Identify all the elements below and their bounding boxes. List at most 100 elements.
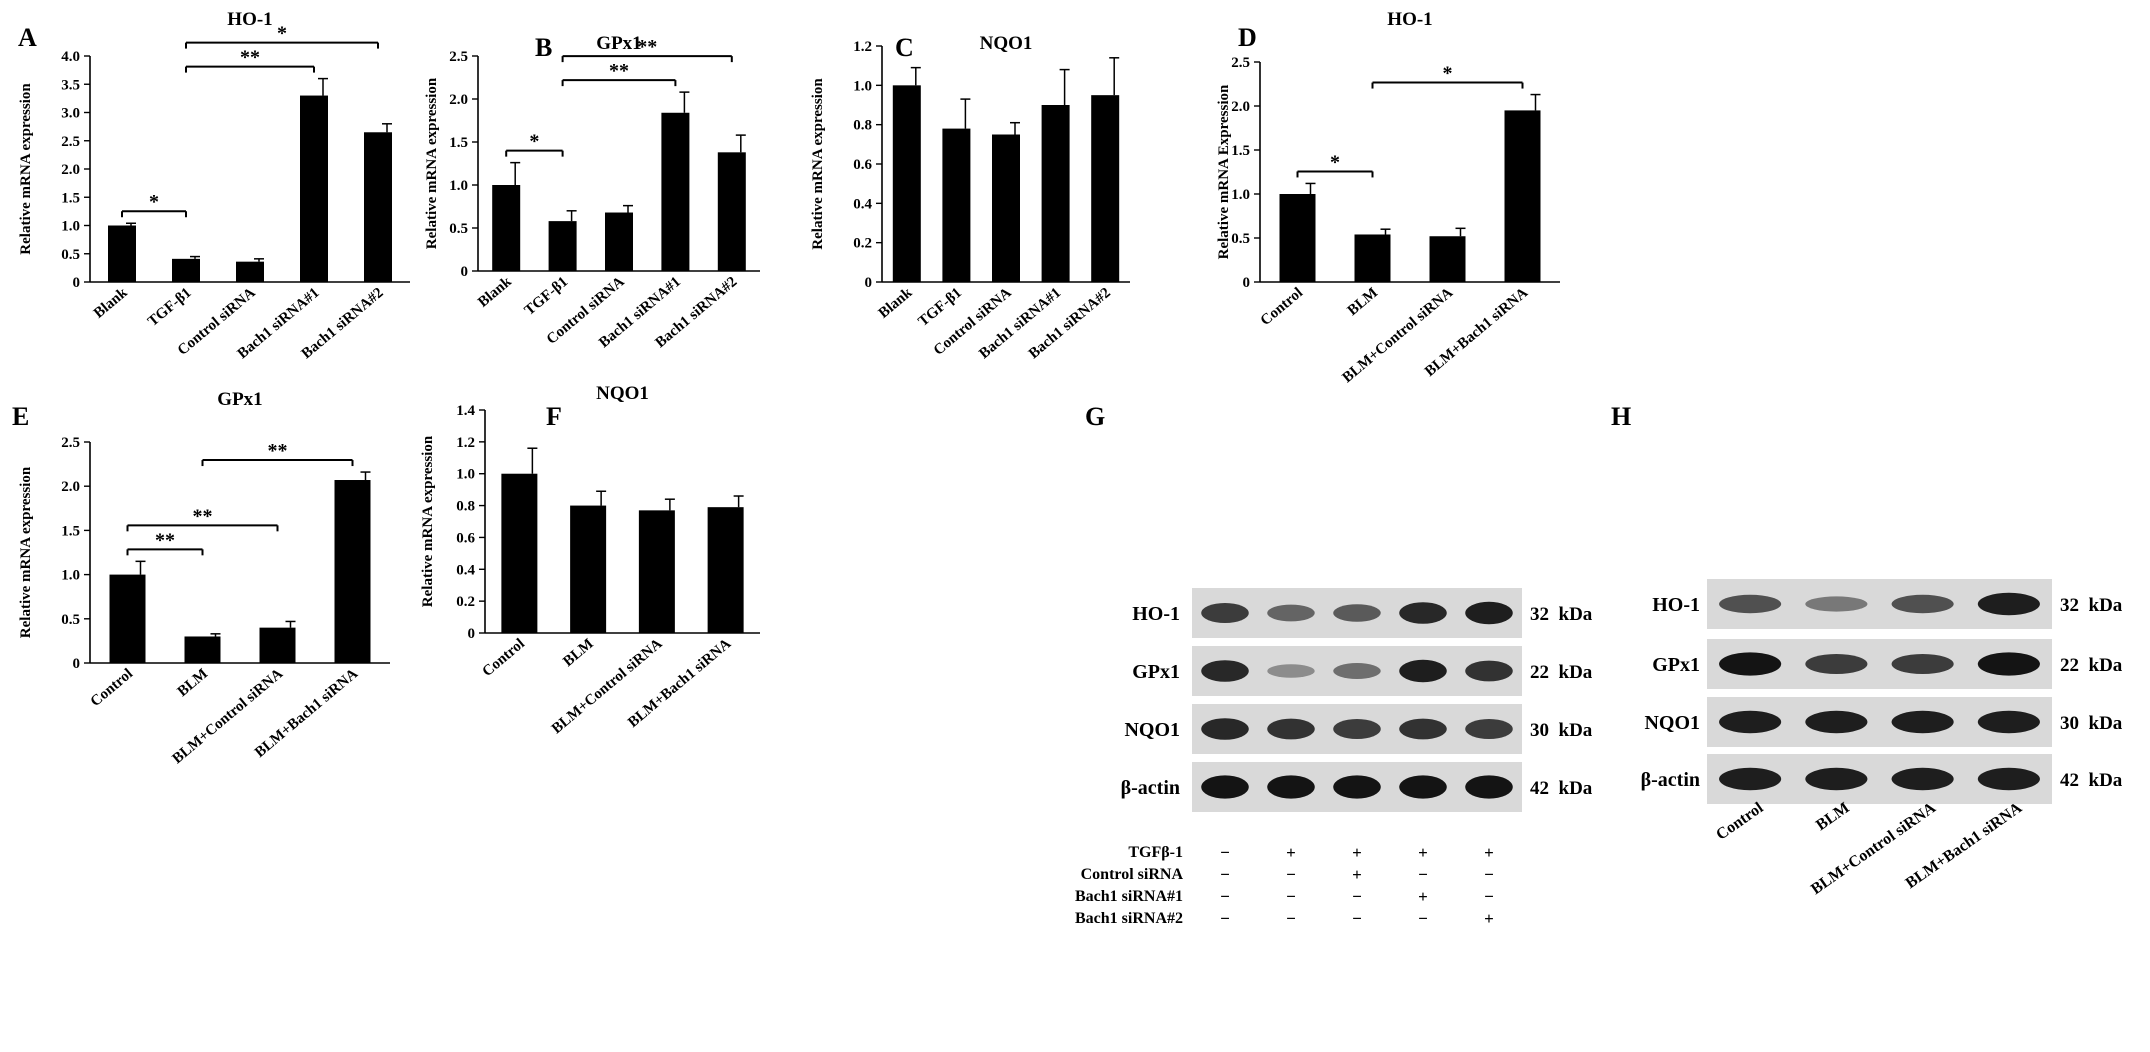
panel-letter: G (1085, 402, 1105, 431)
y-tick-label: 0 (73, 275, 81, 291)
blot-band (1201, 775, 1249, 799)
bar (1504, 110, 1541, 283)
y-tick-label: 0.5 (1231, 231, 1250, 247)
significance-bracket: * (121, 191, 187, 218)
y-tick-label: 1.0 (449, 178, 468, 194)
x-category-label: TGF-β1 (145, 285, 195, 330)
blot-band (1977, 652, 2040, 676)
y-axis-label: Relative mRNA Expression (1216, 84, 1232, 259)
blot-band (1465, 660, 1513, 682)
blot-band (1333, 604, 1381, 622)
blot-row-actin (1192, 762, 1522, 812)
panel-letter: D (1238, 23, 1257, 52)
blot-band (1805, 710, 1868, 734)
blot-row-gpx1 (1707, 639, 2052, 689)
panel-letter: C (895, 33, 914, 62)
condition-sign: − (1220, 865, 1230, 884)
y-tick-label: 0 (73, 656, 81, 672)
bar (605, 212, 633, 271)
y-tick-label: 0.8 (456, 499, 475, 515)
blot-band (1399, 718, 1447, 740)
significance-label: * (1443, 63, 1453, 85)
condition-sign: + (1484, 843, 1494, 862)
y-axis-label: Relative mRNA expression (424, 77, 440, 249)
protein-label: β-actin (1121, 777, 1180, 799)
x-category-label: Blank (876, 284, 916, 321)
bar (707, 507, 744, 633)
condition-sign: − (1418, 909, 1428, 928)
y-tick-label: 1.5 (1231, 143, 1250, 159)
bar (300, 95, 328, 282)
significance-bracket: ** (561, 36, 733, 63)
condition-sign: − (1286, 865, 1296, 884)
condition-sign: + (1352, 865, 1362, 884)
blot-row-ho1 (1707, 579, 2052, 629)
y-tick-label: 0.4 (853, 196, 872, 212)
y-tick-label: 0.4 (456, 562, 475, 578)
significance-label: * (149, 191, 159, 213)
blot-band (1201, 718, 1249, 740)
x-category-label: BLM (560, 636, 596, 670)
y-tick-label: 3.5 (61, 77, 80, 93)
kda-label: 32 kDa (2060, 595, 2123, 616)
condition-label: TGFβ-1 (1128, 844, 1183, 861)
bar (109, 574, 146, 663)
panel-letter: H (1611, 402, 1631, 431)
blot-band (1267, 664, 1315, 678)
y-tick-label: 0 (461, 264, 469, 280)
significance-bracket: * (1296, 151, 1374, 178)
condition-sign: + (1484, 909, 1494, 928)
blot-band (1805, 767, 1868, 791)
blot-band (1333, 719, 1381, 739)
bar (548, 221, 577, 271)
y-tick-label: 0.2 (853, 236, 872, 252)
y-tick-label: 1.0 (61, 219, 80, 235)
bar (1429, 236, 1466, 282)
y-tick-label: 1.5 (449, 135, 468, 151)
y-tick-label: 1.5 (61, 190, 80, 206)
blot-band (1201, 660, 1249, 682)
y-tick-label: 2.0 (1231, 99, 1250, 115)
condition-sign: − (1220, 909, 1230, 928)
kda-label: 30 kDa (2060, 713, 2123, 734)
kda-label: 32 kDa (1530, 604, 1593, 625)
x-category-label: BLM (175, 666, 211, 700)
blot-band (1465, 601, 1513, 625)
significance-bracket: * (505, 131, 564, 157)
bar (992, 134, 1020, 282)
blot-band (1201, 603, 1249, 623)
y-tick-label: 4.0 (61, 49, 80, 65)
y-tick-label: 3.0 (61, 106, 80, 122)
condition-sign: − (1484, 865, 1494, 884)
kda-label: 42 kDa (2060, 770, 2123, 791)
significance-label: ** (268, 440, 288, 462)
condition-sign: + (1352, 843, 1362, 862)
blot-band (1267, 604, 1315, 622)
protein-label: HO-1 (1132, 603, 1180, 625)
bar (717, 152, 746, 271)
bar (236, 261, 264, 282)
y-tick-label: 1.5 (61, 523, 80, 539)
y-tick-label: 0.5 (449, 221, 468, 237)
kda-label: 42 kDa (1530, 778, 1593, 799)
y-tick-label: 2.0 (449, 92, 468, 108)
blot-band (1333, 663, 1381, 679)
blot-row-nqo1 (1707, 697, 2052, 747)
bar (638, 510, 675, 633)
significance-bracket: * (1371, 63, 1524, 89)
significance-label: * (277, 23, 287, 45)
condition-label: Bach1 siRNA#2 (1075, 910, 1183, 927)
bar (364, 132, 392, 282)
blot-band (1805, 596, 1868, 612)
y-tick-label: 2.5 (61, 134, 80, 150)
protein-label: NQO1 (1644, 712, 1700, 734)
blot-band (1891, 594, 1954, 614)
condition-sign: + (1418, 843, 1428, 862)
condition-sign: + (1286, 843, 1296, 862)
y-tick-label: 0.5 (61, 247, 80, 263)
bar (892, 85, 921, 282)
y-tick-label: 0 (865, 275, 873, 291)
y-axis-label: Relative mRNA expression (810, 78, 826, 250)
